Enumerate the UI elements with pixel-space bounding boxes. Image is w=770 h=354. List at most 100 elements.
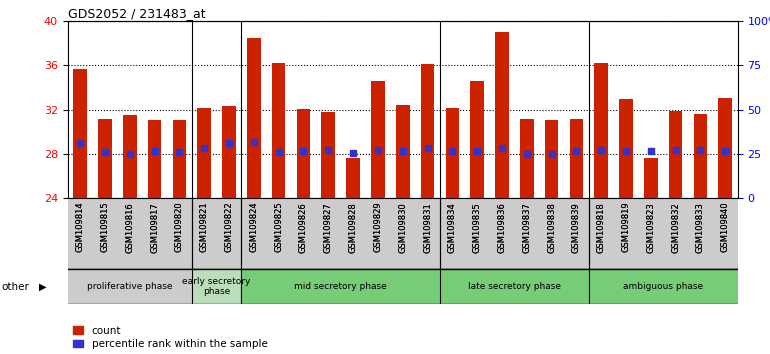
Text: GSM109838: GSM109838 (547, 202, 556, 253)
Text: GSM109828: GSM109828 (349, 202, 357, 252)
Point (173, 149, 186, 155)
Text: GSM109821: GSM109821 (199, 202, 209, 252)
Text: GSM109820: GSM109820 (175, 202, 184, 252)
Bar (148, 120, 162, 198)
Text: GSM109829: GSM109829 (373, 202, 383, 252)
Text: early secretory
phase: early secretory phase (182, 277, 251, 296)
Text: GSM109817: GSM109817 (150, 202, 159, 252)
Point (620, 148, 632, 154)
Text: GSM109818: GSM109818 (597, 202, 606, 252)
Bar (242, 269, 440, 304)
Text: GSM109814: GSM109814 (75, 202, 85, 252)
Text: GSM109836: GSM109836 (497, 202, 507, 253)
Text: GSM109833: GSM109833 (696, 202, 705, 253)
Point (198, 145, 210, 151)
Text: GSM109831: GSM109831 (423, 202, 432, 252)
Text: GSM109827: GSM109827 (323, 202, 333, 252)
Point (595, 147, 608, 152)
Point (571, 148, 583, 154)
Text: GSM109824: GSM109824 (249, 202, 259, 252)
Point (446, 148, 458, 154)
Bar (346, 159, 360, 198)
Text: GSM109836: GSM109836 (497, 202, 507, 253)
Bar (296, 109, 310, 198)
Text: GSM109828: GSM109828 (349, 202, 357, 252)
Bar (68, 198, 738, 269)
Bar (470, 81, 484, 198)
Text: GSM109830: GSM109830 (398, 202, 407, 252)
Bar (420, 64, 434, 198)
Bar (589, 269, 738, 304)
Bar (396, 105, 410, 198)
Text: GSM109840: GSM109840 (721, 202, 730, 252)
Text: other: other (2, 282, 29, 292)
Point (347, 150, 360, 156)
Point (719, 148, 732, 154)
Text: GSM109816: GSM109816 (126, 202, 134, 252)
Text: GSM109826: GSM109826 (299, 202, 308, 252)
Point (297, 148, 310, 154)
Text: GSM109827: GSM109827 (323, 202, 333, 252)
Text: GSM109835: GSM109835 (473, 202, 482, 252)
Bar (98, 119, 112, 198)
Text: GSM109822: GSM109822 (225, 202, 233, 252)
Bar (73, 69, 87, 198)
Point (471, 148, 484, 154)
Text: mid secretory phase: mid secretory phase (294, 282, 387, 291)
Text: GSM109830: GSM109830 (398, 202, 407, 252)
Text: GSM109838: GSM109838 (547, 202, 556, 253)
Text: GSM109824: GSM109824 (249, 202, 259, 252)
Bar (247, 38, 261, 198)
Point (644, 148, 657, 154)
Text: GSM109823: GSM109823 (646, 202, 655, 252)
Point (74, 140, 86, 146)
Text: GSM109825: GSM109825 (274, 202, 283, 252)
Point (223, 140, 235, 146)
Text: GSM109829: GSM109829 (373, 202, 383, 252)
Text: GSM109826: GSM109826 (299, 202, 308, 252)
Point (421, 145, 434, 151)
Text: GSM109815: GSM109815 (100, 202, 109, 252)
Point (273, 149, 285, 155)
Bar (619, 99, 633, 198)
Text: GSM109814: GSM109814 (75, 202, 85, 252)
Bar (694, 114, 708, 198)
Text: GSM109819: GSM109819 (621, 202, 631, 252)
Bar (594, 63, 608, 198)
Bar (446, 108, 459, 198)
Point (248, 139, 260, 145)
Bar (321, 112, 335, 198)
Text: GSM109839: GSM109839 (572, 202, 581, 252)
Text: ▶: ▶ (38, 282, 46, 292)
Bar (644, 159, 658, 198)
Text: GSM109839: GSM109839 (572, 202, 581, 252)
Text: GSM109815: GSM109815 (100, 202, 109, 252)
Point (397, 148, 409, 154)
Point (521, 151, 533, 157)
Text: GSM109822: GSM109822 (225, 202, 233, 252)
Bar (123, 115, 136, 198)
Bar (272, 63, 286, 198)
Point (124, 151, 136, 157)
Text: ambiguous phase: ambiguous phase (623, 282, 703, 291)
Text: late secretory phase: late secretory phase (468, 282, 561, 291)
Text: GSM109832: GSM109832 (671, 202, 680, 252)
Text: proliferative phase: proliferative phase (87, 282, 172, 291)
Text: GSM109831: GSM109831 (423, 202, 432, 252)
Text: GSM109837: GSM109837 (522, 202, 531, 253)
Text: GSM109832: GSM109832 (671, 202, 680, 252)
Point (372, 147, 384, 152)
Point (149, 148, 161, 154)
Text: GSM109818: GSM109818 (597, 202, 606, 252)
Bar (718, 98, 732, 198)
Bar (197, 108, 211, 198)
Point (669, 147, 681, 152)
Point (545, 151, 557, 157)
Bar (223, 107, 236, 198)
Point (322, 147, 334, 152)
Text: GSM109840: GSM109840 (721, 202, 730, 252)
Point (99, 149, 111, 155)
Bar (371, 81, 385, 198)
Text: GSM109819: GSM109819 (621, 202, 631, 252)
Text: GDS2052 / 231483_at: GDS2052 / 231483_at (68, 7, 206, 20)
